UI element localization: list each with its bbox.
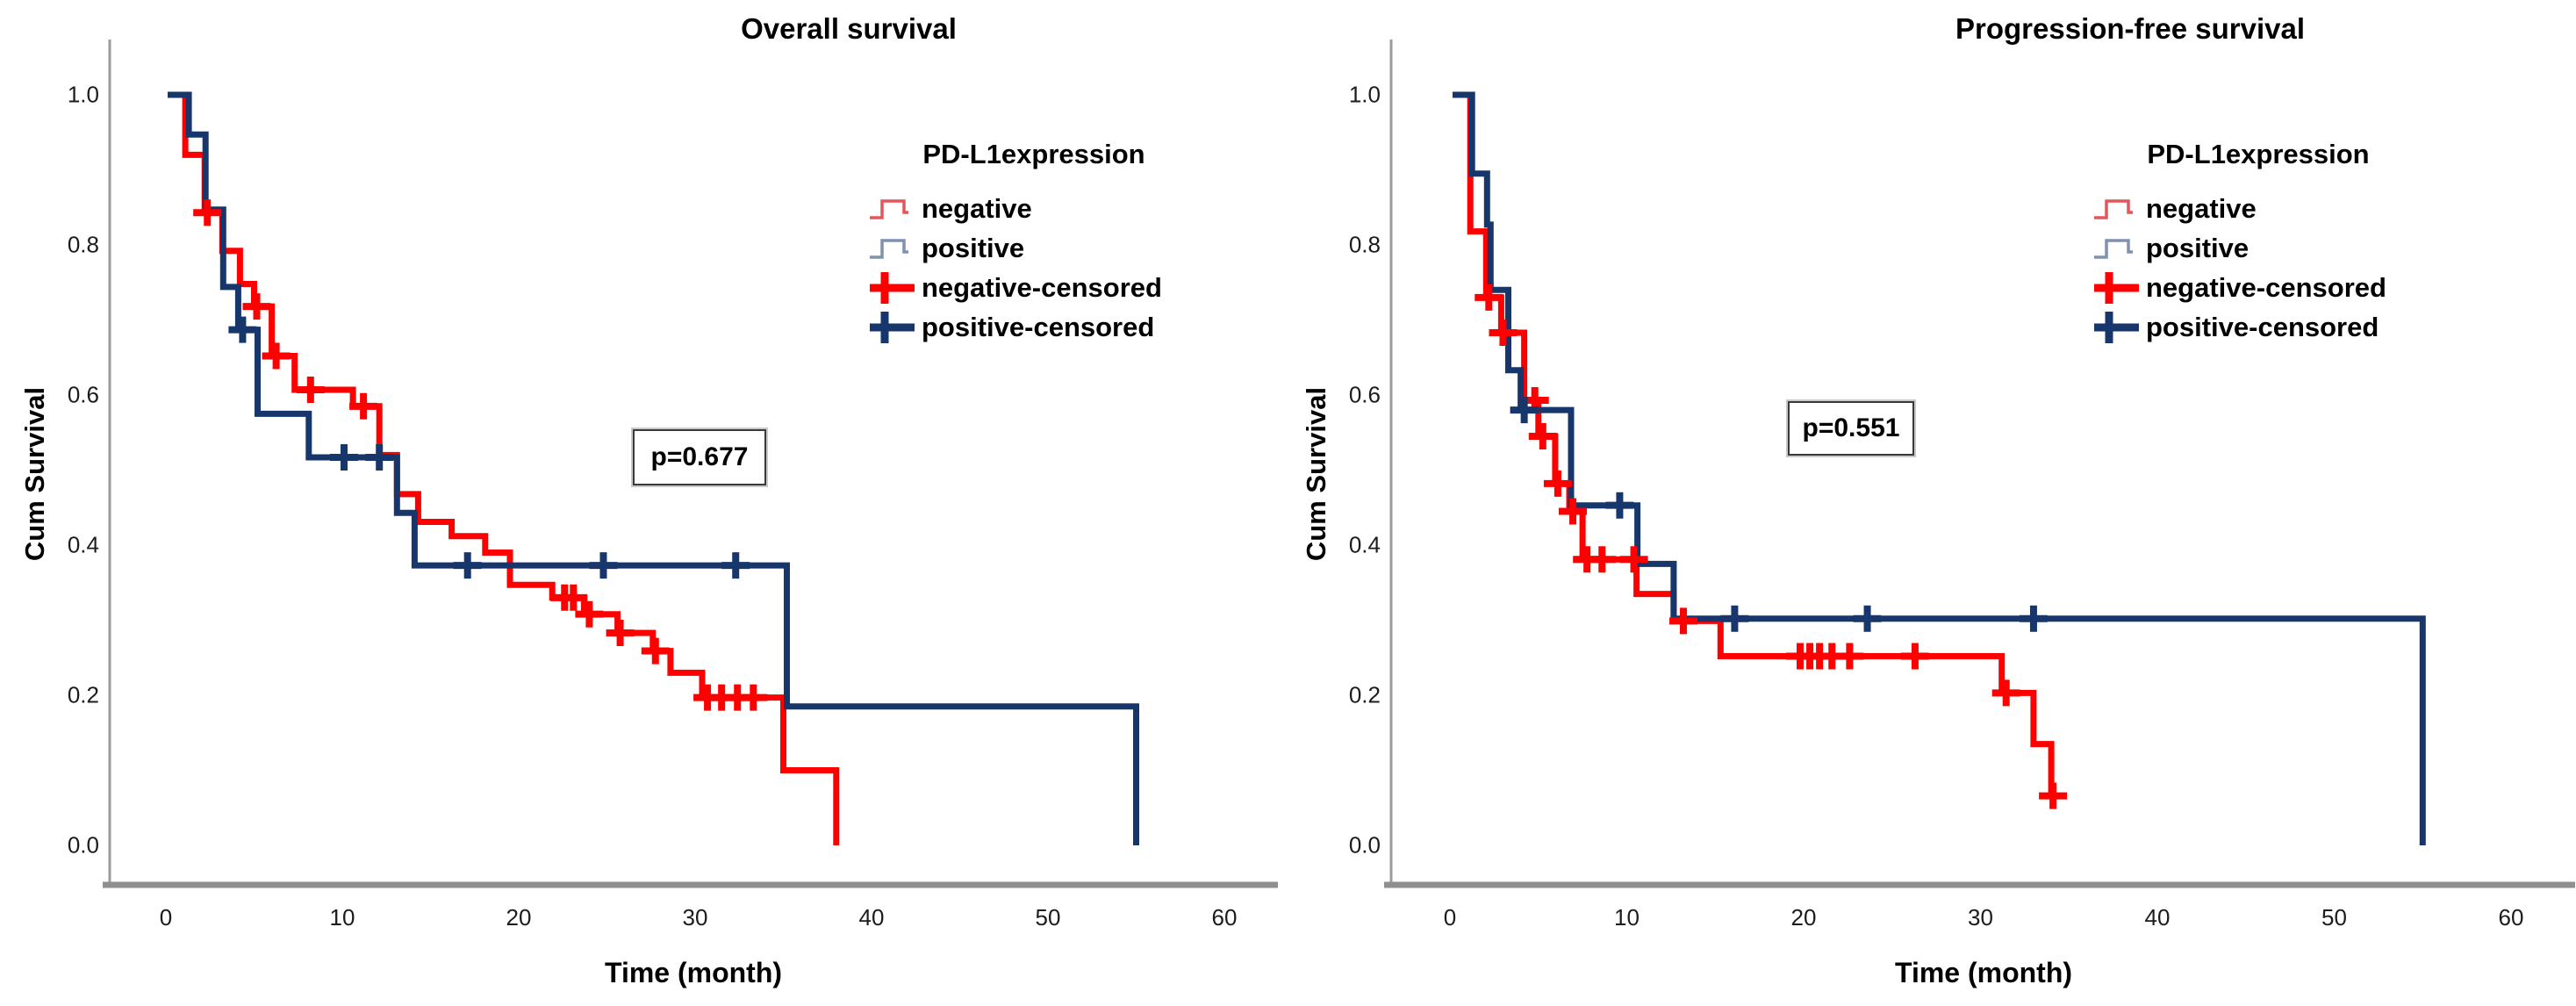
legend-title: PD-L1expression: [2147, 139, 2370, 169]
negative-censored-mark: [1528, 423, 1557, 449]
positive-censored-mark: [589, 552, 618, 579]
positive-censored-mark: [2019, 605, 2048, 632]
legend-item-negative: negative: [869, 190, 1032, 227]
negative-censored-mark: [1619, 546, 1648, 573]
step-line-icon: [870, 199, 908, 219]
x-tick-label: 50: [1035, 904, 1061, 931]
x-tick-label: 10: [329, 904, 355, 931]
y-tick-label: 0.6: [1348, 381, 1381, 408]
y-tick-label: 0.8: [67, 231, 99, 258]
positive-censored-mark: [1720, 605, 1749, 632]
legend-item-positive-censored: positive-censored: [2093, 309, 2379, 346]
censored-plus-icon: [2094, 272, 2139, 304]
negative-censored-mark: [1588, 546, 1617, 573]
y-tick-label: 0.0: [67, 831, 99, 859]
legend-item-positive: positive: [869, 230, 1024, 267]
y-tick-label: 0.8: [1348, 231, 1381, 258]
positive-censored-mark: [1853, 605, 1882, 632]
x-tick-label: 30: [682, 904, 708, 931]
legend-item-label: negative-censored: [2146, 272, 2386, 303]
negative-censored-mark: [1669, 607, 1697, 635]
negative-censored-mark: [1991, 679, 2020, 707]
x-tick-label: 40: [2144, 904, 2171, 931]
legend-item-label: negative: [2146, 193, 2257, 224]
censored-plus-icon: [870, 272, 915, 304]
x-tick-label: 10: [1614, 904, 1640, 931]
negative-censored-mark: [641, 637, 670, 665]
x-axis-title: Time (month): [1894, 957, 2073, 988]
legend-item-positive-censored: positive-censored: [869, 309, 1154, 346]
legend-item-label: negative-censored: [922, 272, 1162, 303]
x-tick-label: 30: [1968, 904, 1993, 931]
x-tick-label: 20: [506, 904, 532, 931]
legend-item-label: positive: [2146, 233, 2250, 263]
negative-censored-mark: [1559, 498, 1587, 525]
positive-censored-mark: [330, 444, 358, 471]
legend-item-negative: negative: [2093, 190, 2257, 227]
negative-censored-mark: [242, 293, 271, 320]
negative-censored-mark: [575, 600, 604, 628]
negative-censored-mark: [1543, 470, 1572, 497]
p-value-box: p=0.551: [1788, 401, 1914, 456]
negative-censored-mark: [349, 392, 378, 420]
negative-censored-mark: [1900, 643, 1929, 670]
x-tick-label: 40: [858, 904, 885, 931]
y-tick-label: 0.4: [1348, 531, 1381, 558]
y-tick-label: 0.0: [1348, 831, 1381, 859]
legend-title: PD-L1expression: [922, 139, 1145, 169]
legend-item-label: positive-censored: [922, 312, 1155, 342]
chart-title: Overall survival: [741, 12, 957, 45]
negative-censored-mark: [559, 584, 588, 611]
x-tick-label: 60: [1211, 904, 1238, 931]
step-line-icon: [2094, 239, 2133, 259]
positive-censored-mark: [1510, 397, 1539, 424]
series-positive-curve: [168, 91, 1139, 845]
negative-censored-mark: [262, 342, 291, 370]
x-tick-label: 0: [1443, 904, 1457, 931]
x-tick-label: 0: [159, 904, 173, 931]
legend-item-negative-censored: negative-censored: [869, 269, 1162, 306]
x-tick-label: 60: [2498, 904, 2524, 931]
chart-title: Progression-free survival: [1955, 12, 2305, 45]
y-tick-label: 1.0: [1348, 81, 1381, 108]
legend-item-negative-censored: negative-censored: [2093, 269, 2386, 306]
negative-censored-mark: [193, 199, 222, 226]
p-value-box: p=0.677: [633, 429, 766, 485]
legend-item-label: positive: [922, 233, 1025, 263]
negative-censored-mark: [1835, 643, 1864, 670]
censored-plus-icon: [2094, 312, 2139, 343]
x-tick-label: 50: [2321, 904, 2347, 931]
positive-censored-mark: [365, 444, 394, 471]
censored-plus-icon: [870, 312, 915, 343]
legend-item-label: positive-censored: [2146, 312, 2379, 342]
negative-censored-mark: [296, 377, 325, 403]
series-positive-curve: [1453, 91, 2426, 845]
positive-censored-mark: [1605, 492, 1634, 519]
legend-item-label: negative: [922, 193, 1032, 224]
negative-censored-mark: [1489, 320, 1518, 346]
series-negative-curve: [1456, 91, 2058, 800]
positive-censored-mark: [453, 552, 482, 579]
negative-censored-mark: [739, 684, 768, 711]
y-tick-label: 0.2: [1348, 681, 1381, 708]
y-tick-label: 0.6: [67, 381, 99, 408]
positive-censored-mark: [228, 316, 257, 343]
negative-censored-mark: [1475, 284, 1503, 311]
step-line-icon: [2094, 199, 2133, 219]
y-tick-label: 1.0: [67, 81, 99, 108]
negative-censored-mark: [606, 620, 635, 646]
y-tick-label: 0.2: [67, 681, 99, 708]
step-line-icon: [870, 239, 908, 259]
legend-item-positive: positive: [2093, 230, 2249, 267]
x-axis-title: Time (month): [604, 957, 783, 988]
y-tick-label: 0.4: [67, 531, 99, 558]
positive-censored-mark: [721, 552, 750, 579]
x-tick-label: 20: [1790, 904, 1817, 931]
negative-censored-mark: [2039, 782, 2068, 809]
